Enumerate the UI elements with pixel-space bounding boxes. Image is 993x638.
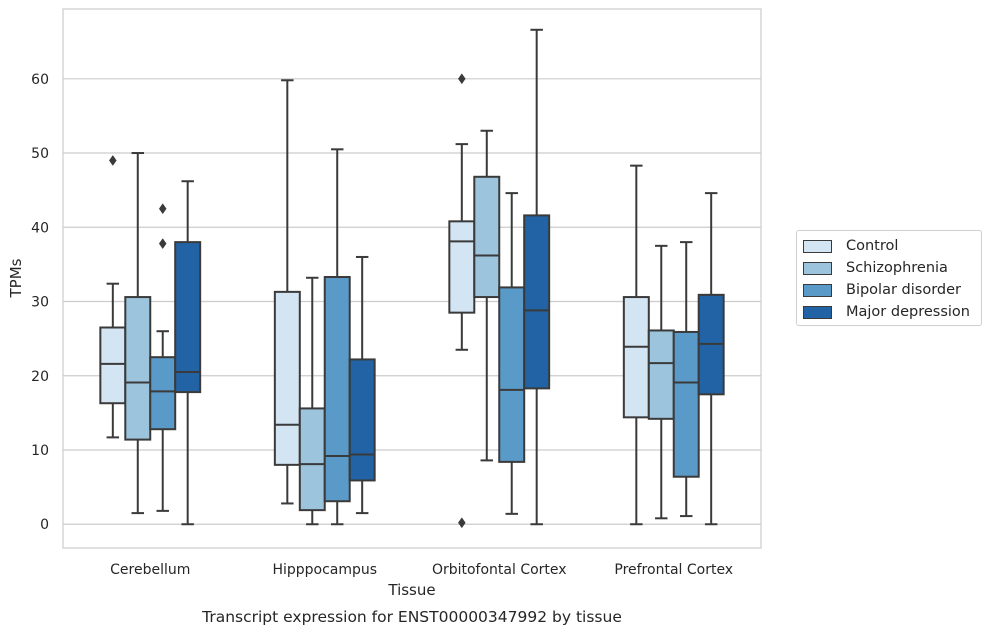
x-tick-label: Orbitofontal Cortex <box>432 562 567 578</box>
box-iqr <box>498 286 526 463</box>
box-major-depression-1 <box>348 255 376 515</box>
y-tick-label: 20 <box>31 369 49 385</box>
y-tick-label: 0 <box>40 517 49 533</box>
box-iqr <box>448 220 476 314</box>
x-tick-label: Hipppocampus <box>272 562 377 578</box>
x-axis-label: Tissue <box>387 581 435 599</box>
box-bipolar-disorder-3 <box>672 241 700 518</box>
box-iqr <box>348 358 376 482</box>
box-iqr <box>473 175 501 299</box>
box-bipolar-disorder-2 <box>498 192 526 515</box>
legend-label: Schizophrenia <box>846 260 948 276</box>
legend-swatch <box>803 305 832 319</box>
y-tick-label: 30 <box>31 295 49 311</box>
outlier-point <box>109 155 117 166</box>
legend-item-bipolar-disorder: Bipolar disorder <box>803 280 961 300</box>
y-axis-label: TPMs <box>7 258 25 298</box>
outlier-point <box>458 517 466 529</box>
box-schizophrenia-3 <box>647 244 675 520</box>
box-schizophrenia-2 <box>473 129 501 462</box>
box-iqr <box>647 329 675 420</box>
grid-lines <box>63 78 761 525</box>
y-tick-label: 40 <box>31 220 49 236</box>
y-tick-label: 50 <box>31 146 49 162</box>
legend-label: Control <box>846 238 899 254</box>
legend-swatch <box>803 261 832 275</box>
plot-area <box>62 8 762 549</box>
box-major-depression-0 <box>174 180 202 526</box>
legend-swatch <box>803 283 832 297</box>
legend: Control Schizophrenia Bipolar disorder M… <box>796 230 982 326</box>
box-iqr <box>323 276 351 503</box>
box-control-3 <box>622 164 650 526</box>
outlier-point <box>158 238 167 250</box>
box-bipolar-disorder-1 <box>323 148 351 526</box>
outlier-point <box>158 203 167 215</box>
box-iqr <box>99 326 127 405</box>
legend-label: Bipolar disorder <box>846 282 961 298</box>
legend-label: Major depression <box>846 304 970 320</box>
box-schizophrenia-1 <box>298 276 326 526</box>
legend-item-schizophrenia: Schizophrenia <box>803 258 948 278</box>
box-iqr <box>124 296 152 441</box>
legend-swatch <box>803 239 832 253</box>
y-tick-labels: 0 10 20 30 40 50 60 <box>31 72 49 533</box>
x-tick-labels: Cerebellum Hipppocampus Orbitofontal Corte… <box>110 562 733 578</box>
box-iqr <box>273 290 301 466</box>
box-iqr <box>622 296 650 419</box>
y-tick-label: 10 <box>31 443 49 459</box>
box-iqr <box>523 214 551 390</box>
y-tick-label: 60 <box>31 72 49 88</box>
box-control-0 <box>99 155 127 439</box>
chart-title: Transcript expression for ENST0000034799… <box>201 608 622 626</box>
legend-item-major-depression: Major depression <box>803 302 970 322</box>
boxes <box>99 28 725 529</box>
box-control-1 <box>273 79 301 505</box>
legend-item-control: Control <box>803 236 898 256</box>
box-iqr <box>672 330 700 478</box>
outlier-point <box>458 73 466 85</box>
x-tick-label: Prefrontal Cortex <box>614 562 733 578</box>
box-iqr <box>174 241 202 394</box>
box-major-depression-3 <box>697 192 725 526</box>
box-iqr <box>298 407 326 512</box>
box-bipolar-disorder-0 <box>149 203 177 512</box>
x-tick-label: Cerebellum <box>110 562 190 578</box>
box-major-depression-2 <box>523 28 551 526</box>
box-iqr <box>149 356 177 431</box>
